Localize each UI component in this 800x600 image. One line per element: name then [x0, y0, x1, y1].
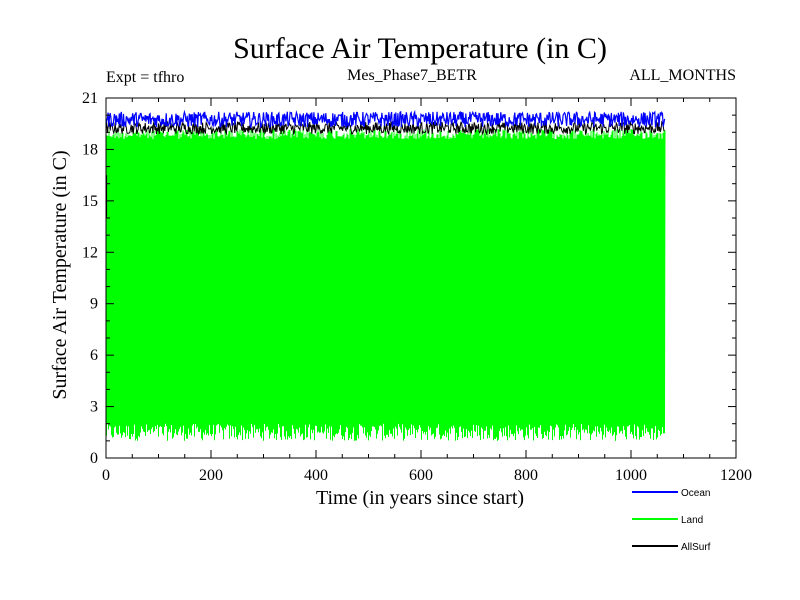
y-tick-label: 3 [90, 399, 98, 416]
x-tick-label: 200 [199, 467, 223, 484]
y-tick-label: 9 [90, 296, 98, 313]
y-tick-label: 12 [82, 244, 98, 261]
y-tick-label: 0 [90, 450, 98, 467]
subtitle-left: Expt = tfhro [106, 69, 184, 86]
x-tick-label: 1200 [720, 467, 752, 484]
legend-label-land: Land [681, 515, 703, 526]
subtitle-center: Mes_Phase7_BETR [347, 67, 477, 84]
x-tick-label: 600 [409, 467, 433, 484]
series-land [105, 128, 666, 441]
x-tick-label: 1000 [615, 467, 647, 484]
y-tick-label: 6 [90, 347, 98, 364]
chart-title: Surface Air Temperature (in C) [233, 32, 607, 65]
y-tick-label: 21 [82, 90, 98, 107]
subtitle-right: ALL_MONTHS [629, 67, 736, 84]
series-allsurf [105, 120, 665, 136]
x-tick-label: 800 [514, 467, 538, 484]
y-axis-label: Surface Air Temperature (in C) [49, 150, 71, 399]
legend-label-ocean: Ocean [681, 488, 710, 499]
axes-layer: 0 200 400 600 800 1000 1200 0 3 6 9 12 15 18 21 [82, 90, 752, 484]
x-axis-label: Time (in years since start) [316, 487, 524, 509]
y-tick-label: 15 [82, 193, 98, 210]
y-tick-label: 18 [82, 141, 98, 158]
series-ocean [105, 109, 666, 129]
legend: Ocean Land AllSurf [632, 488, 711, 553]
x-tick-label: 400 [304, 467, 328, 484]
series-layer [105, 109, 666, 441]
legend-label-allsurf: AllSurf [681, 542, 711, 553]
x-tick-label: 0 [102, 467, 110, 484]
